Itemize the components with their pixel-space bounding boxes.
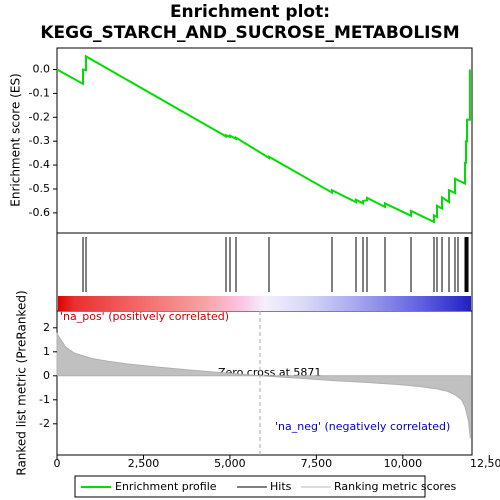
y-tick-label: -0.3: [29, 134, 50, 147]
y-axis-label: Enrichment score (ES): [9, 73, 23, 206]
y2-tick-label: 1: [43, 345, 50, 358]
y-tick-label: -0.5: [29, 182, 50, 195]
legend-entry: Enrichment profile: [115, 480, 217, 493]
y-tick-label: 0.0: [33, 63, 51, 76]
title-line: KEGG_STARCH_AND_SUCROSE_METABOLISM: [40, 23, 459, 43]
x-tick-label: 5,000: [214, 457, 246, 470]
plot-frame: [56, 47, 473, 456]
title-line: Enrichment plot:: [170, 2, 330, 22]
ranking-metric-area: [56, 332, 471, 439]
legend-entry: Hits: [270, 480, 292, 493]
pos-label: 'na_pos' (positively correlated): [60, 310, 229, 323]
y2-tick-label: 0: [43, 369, 50, 382]
rank-color-bar: [58, 296, 471, 311]
legend-entry: Ranking metric scores: [334, 480, 456, 493]
x-tick-label: 2,500: [128, 457, 160, 470]
enrichment-profile: [56, 54, 471, 224]
x-tick-label: 0: [54, 457, 61, 470]
neg-label: 'na_neg' (negatively correlated): [275, 420, 450, 433]
y-tick-label: -0.1: [29, 86, 50, 99]
legend: Enrichment profile Hits Ranking metric s…: [74, 475, 456, 498]
y-tick-label: -0.2: [29, 110, 50, 123]
y-axis-label: Ranked list metric (PreRanked): [15, 290, 29, 475]
y2-tick-label: -2: [39, 417, 50, 430]
x-tick-label: 12,500: [470, 457, 500, 470]
y2-tick-label: 2: [43, 321, 50, 334]
y-tick-label: -0.6: [29, 206, 50, 219]
x-tick-label: 7,500: [301, 457, 333, 470]
x-tick-label: 10,000: [384, 457, 423, 470]
y2-tick-label: -1: [39, 393, 50, 406]
y-tick-label: -0.4: [29, 158, 50, 171]
